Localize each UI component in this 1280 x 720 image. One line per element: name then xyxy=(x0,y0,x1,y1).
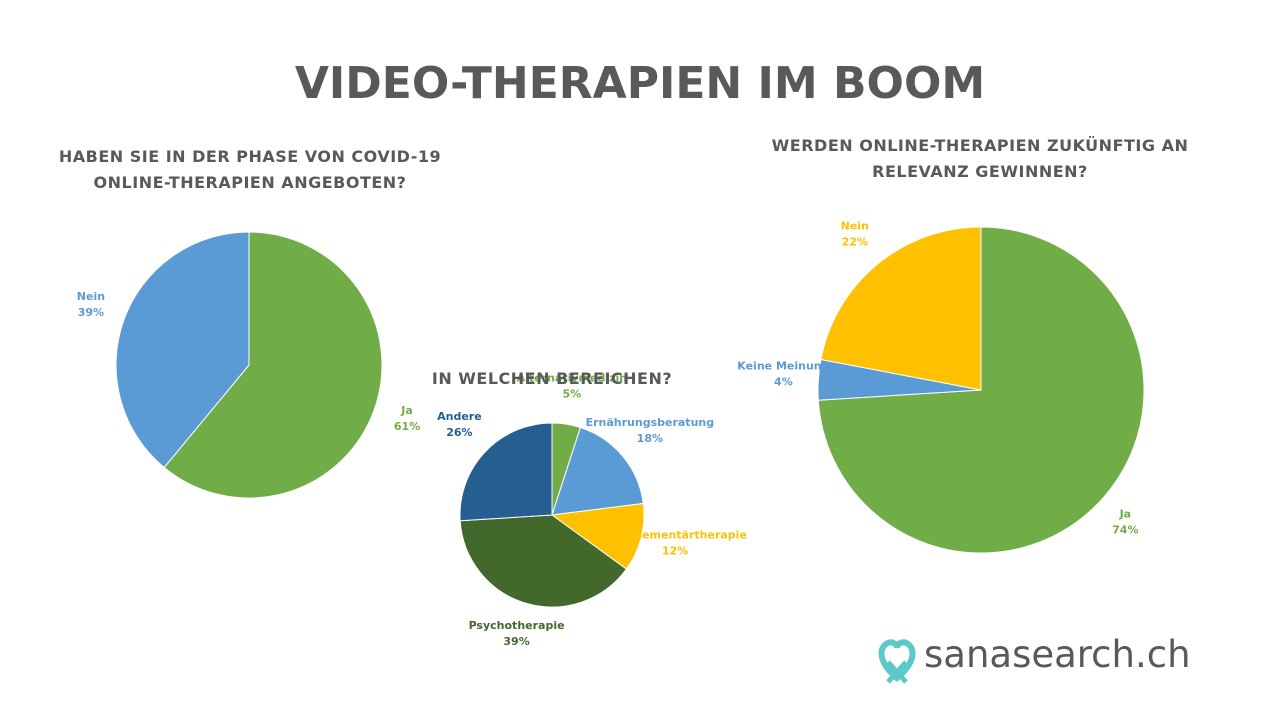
slice-label: Keine Meinung xyxy=(737,360,829,373)
slice-value-label: 74% xyxy=(1112,524,1138,537)
slice-label: Nein xyxy=(841,219,869,232)
pie-slice xyxy=(550,502,645,570)
slide-title: VIDEO-THERAPIEN IM BOOM xyxy=(294,58,986,109)
slice-label: Alternativmedizin xyxy=(517,372,627,385)
slice-value-label: 61% xyxy=(394,420,420,433)
slice-value-label: 5% xyxy=(563,388,582,401)
pie-slice xyxy=(459,422,553,522)
slice-label: Andere xyxy=(437,410,482,423)
slice-value-label: 4% xyxy=(774,376,793,389)
pie-slice xyxy=(820,226,982,391)
pie-slice xyxy=(115,231,250,469)
slice-label: Psychotherapie xyxy=(469,619,565,632)
slice-label: Ja xyxy=(1119,508,1132,521)
slice-value-label: 39% xyxy=(503,635,529,648)
slice-label: Ja xyxy=(400,404,413,417)
pie-slice xyxy=(163,231,383,499)
slice-value-label: 12% xyxy=(662,545,688,558)
logo-icon xyxy=(878,639,916,684)
slice-label: Nein xyxy=(77,290,105,303)
chart-title: WERDEN ONLINE-THERAPIEN ZUKÜNFTIG AN REL… xyxy=(771,136,1189,181)
slice-value-label: 26% xyxy=(446,426,472,439)
slice-label: Ernährungsberatung xyxy=(586,416,715,429)
chart-title: IN WELCHEN BEREICHEN? xyxy=(431,369,673,388)
slice-value-label: 39% xyxy=(78,306,104,319)
logo-text: sanasearch.ch xyxy=(924,633,1191,676)
chart-title: HABEN SIE IN DER PHASE VON COVID-19 ONLI… xyxy=(58,147,442,192)
pie-slice xyxy=(551,426,644,516)
slice-value-label: 22% xyxy=(842,235,868,248)
slice-label: Komplementärtherapie xyxy=(603,529,747,542)
pie-slice xyxy=(459,514,628,608)
slice-value-label: 18% xyxy=(637,432,663,445)
